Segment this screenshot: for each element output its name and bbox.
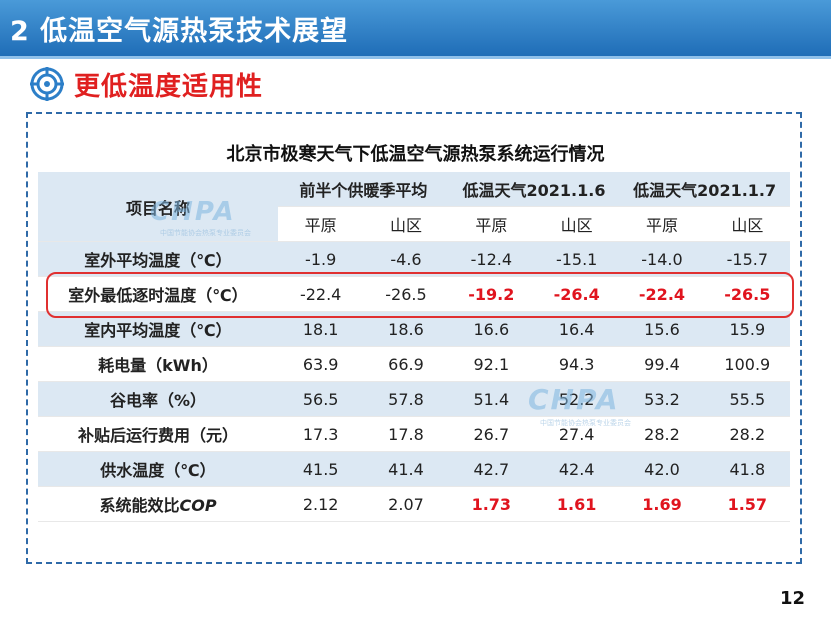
table-cell: -15.1 [533,241,620,277]
table-cell: 1.69 [619,486,705,522]
table-cell: 56.5 [278,381,364,417]
table-cell: 100.9 [704,346,790,382]
watermark-logo: CHPA [528,383,620,416]
table-row: 谷电率（%） 56.5 57.8 51.4 52.2 53.2 55.5 [38,381,790,417]
table-cell: -12.4 [448,241,534,277]
row-label: 耗电量（kWh） [38,346,278,382]
table-row: 耗电量（kWh） 63.9 66.9 92.1 94.3 99.4 100.9 [38,346,790,382]
title-bar: 2 低温空气源热泵技术展望 [0,0,831,59]
table-cell: 27.4 [533,416,620,452]
table-cell: 26.7 [448,416,534,452]
table-cell: 1.73 [448,486,534,522]
table-cell: 1.57 [704,486,790,522]
slide-title: 2 低温空气源热泵技术展望 [10,16,349,47]
table-cell: 42.7 [448,451,534,487]
table-cell: 52.2 [533,381,620,417]
table-cell: -4.6 [363,241,449,277]
table-header-row: 项目名称 前半个供暖季平均 低温天气2021.1.6 低温天气2021.1.7 [38,172,790,242]
row-label: 供水温度（℃） [38,451,278,487]
table-cell: 2.07 [363,486,449,522]
table-subheader-row: 平原 山区 平原 山区 平原 山区 [38,206,790,242]
watermark-subtext: 中国节能协会热泵专业委员会 [160,229,251,237]
table-cell: -19.2 [448,276,534,312]
page-number: 12 [779,588,805,609]
table-cell: 17.3 [278,416,364,452]
table-cell: 2.12 [278,486,364,522]
highlight-box [46,272,794,318]
table-cell: -22.4 [278,276,364,312]
item-name-header: 项目名称 [38,172,278,242]
table-cell: 41.5 [278,451,364,487]
table-cell: 41.8 [704,451,790,487]
row-label-em: COP [179,496,217,515]
sub-header: 山区 [704,206,790,242]
table-cell: 99.4 [619,346,705,382]
table-row: 供水温度（℃） 41.5 41.4 42.7 42.4 42.0 41.8 [38,451,790,487]
subheading-text: 更低温度适用性 [74,71,264,102]
row-label: 系统能效比COP [38,486,278,522]
watermark-logo: CHPA [150,197,236,227]
table-cell: 1.61 [533,486,620,522]
table-cell: 28.2 [619,416,705,452]
table-cell: 28.2 [704,416,790,452]
table-cell: 94.3 [533,346,620,382]
row-label: 室外平均温度（℃） [38,241,278,277]
table-cell: 92.1 [448,346,534,382]
table-cell: -14.0 [619,241,705,277]
group-header: 低温天气2021.1.7 [619,172,790,207]
table-cell: 17.8 [363,416,449,452]
table-cell: -22.4 [619,276,705,312]
section-subheading: 更低温度适用性 [30,66,263,102]
table-cell: 57.8 [363,381,449,417]
group-header: 前半个供暖季平均 [278,172,449,207]
table-title: 北京市极寒天气下低温空气源热泵系统运行情况 [226,144,605,165]
table-cell: 66.9 [363,346,449,382]
sub-header: 山区 [363,206,449,242]
table-cell: 42.4 [533,451,620,487]
table-row: 室外平均温度（℃） -1.9 -4.6 -12.4 -15.1 -14.0 -1… [38,241,790,277]
table-cell: -26.5 [704,276,790,312]
group-header: 低温天气2021.1.6 [448,172,620,207]
table-cell: 41.4 [363,451,449,487]
content-frame [26,112,802,564]
sub-header: 平原 [278,206,364,242]
table-row: 室外最低逐时温度（℃） -22.4 -26.5 -19.2 -26.4 -22.… [38,276,790,312]
row-label: 谷电率（%） [38,381,278,417]
table-cell: -15.7 [704,241,790,277]
row-label: 补贴后运行费用（元） [38,416,278,452]
table-cell: -26.5 [363,276,449,312]
watermark-subtext: 中国节能协会热泵专业委员会 [540,419,631,427]
sub-header: 平原 [448,206,534,242]
sub-header: 平原 [619,206,705,242]
table-cell: 42.0 [619,451,705,487]
table-cell: 51.4 [448,381,534,417]
table-row: 补贴后运行费用（元） 17.3 17.8 26.7 27.4 28.2 28.2 [38,416,790,452]
row-label-main: 系统能效比 [99,496,180,515]
row-label: 室外最低逐时温度（℃） [38,276,278,312]
sub-header: 山区 [533,206,620,242]
table-cell: 63.9 [278,346,364,382]
data-table: 项目名称 前半个供暖季平均 低温天气2021.1.6 低温天气2021.1.7 … [38,172,790,522]
table-cell: -26.4 [533,276,620,312]
target-icon [30,67,64,101]
table-row: 系统能效比COP 2.12 2.07 1.73 1.61 1.69 1.57 [38,486,790,522]
table-cell: 55.5 [704,381,790,417]
table-cell: 53.2 [619,381,705,417]
table-cell: -1.9 [278,241,364,277]
